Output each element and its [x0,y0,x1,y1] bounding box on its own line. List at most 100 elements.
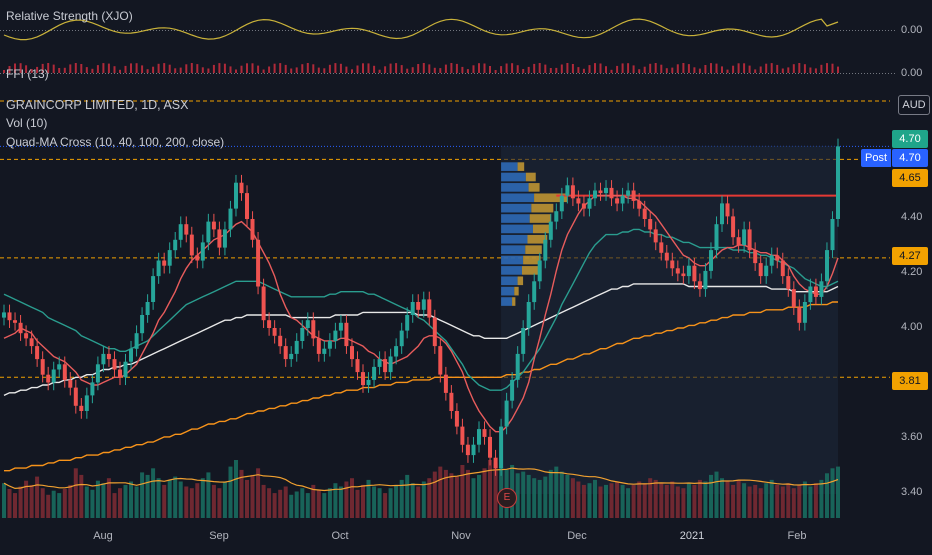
quad-ma-indicator-label[interactable]: Quad-MA Cross (10, 40, 100, 200, close) [6,135,225,149]
ffi-bar [555,67,558,73]
volume-bar [388,488,393,518]
volume-bar [421,481,426,518]
ffi-bar [743,63,746,73]
volume-profile-up-bar [501,224,533,234]
candle-body [427,299,432,318]
ffi-bar [478,63,480,73]
volume-bar [697,479,702,518]
candle-body [101,353,106,365]
volume-bar [731,484,736,518]
candle-body [836,146,840,219]
volume-bar [526,474,531,518]
level-tag-465: 4.65 [892,169,928,187]
ffi-bar [616,65,619,73]
candle-body [129,348,133,362]
candle-body [615,198,620,204]
ffi-bar [704,65,707,73]
ffi-bar [168,64,171,73]
volume-bar [267,488,272,518]
volume-bar [714,471,719,518]
candle-body [454,411,459,427]
candle-body [399,330,404,347]
volume-bar [736,479,741,518]
volume-bar [416,486,421,518]
ffi-bar [240,65,243,73]
vol-indicator-label[interactable]: Vol (10) [6,116,48,130]
currency-button[interactable]: AUD [898,95,930,115]
volume-bar [819,479,824,518]
candle-body [808,286,813,303]
volume-bar [802,481,807,518]
volume-profile-zone [501,146,838,494]
volume-bar [68,484,73,518]
ffi-bar [384,66,387,73]
ffi-bar [290,68,293,73]
volume-bar [471,478,476,518]
ffi-bar [152,66,155,73]
ffi-bar [472,65,475,73]
volume-bar [51,490,56,518]
volume-bar [686,483,691,518]
ffi-bar [621,63,624,73]
ffi-bar [455,63,458,73]
candle-body [709,250,713,271]
volume-profile-down-bar [529,214,551,223]
ffi-bar [113,66,116,73]
candle-body [2,312,6,318]
ffi-bar [85,67,88,73]
volume-bar [228,466,233,518]
ffi-bar [582,68,585,73]
ffi-bar [323,68,326,73]
symbol-title[interactable]: GRAINCORP LIMITED, 1D, ASX [6,98,189,112]
volume-profile-down-bar [528,183,540,192]
candle-body [443,374,448,393]
volume-profile-up-bar [501,266,522,275]
x-tick-sep: Sep [209,530,229,542]
volume-bar [173,476,178,518]
volume-bar [289,494,294,518]
ffi-bar [306,63,309,73]
volume-bar [576,481,581,518]
volume-profile-down-bar [527,234,548,244]
ffi-bar [627,63,630,73]
ffi-bar [826,63,828,73]
volume-bar [780,486,785,518]
volume-bar [438,466,443,518]
volume-bar [454,476,459,518]
volume-profile-down-bar [531,203,554,213]
ffi-bar [351,69,353,73]
ffi-bar [246,63,248,73]
volume-bar [642,483,647,518]
ffi-bar [676,64,679,73]
volume-bar [278,489,283,518]
ffi-pane-value: 0.00 [901,67,923,79]
volume-profile-down-bar [517,162,525,171]
ma-200-line [4,301,838,472]
volume-profile-down-bar [525,172,536,182]
volume-bar [709,474,713,518]
ffi-bar [577,67,580,73]
volume-bar [747,486,752,518]
candle-body [73,387,78,406]
candle-body [123,361,128,378]
volume-bar [543,476,548,518]
volume-bar [84,486,89,518]
candle-body [532,281,537,303]
volume-bar [659,483,664,518]
ffi-bar [190,63,193,73]
candle-body [366,379,371,386]
volume-bar [664,484,669,518]
x-tick-feb: Feb [787,530,807,542]
ffi-bar [516,65,519,73]
ffi-bar [527,66,530,73]
candle-body [802,302,807,323]
ffi-bar [610,69,613,73]
ffi-bar [726,69,729,73]
volume-bar [29,484,34,518]
candle-body [13,320,17,323]
ffi-bar [466,69,469,73]
earnings-marker[interactable]: E [497,488,517,508]
ma-10-line [3,195,839,433]
volume-bar [797,484,802,518]
